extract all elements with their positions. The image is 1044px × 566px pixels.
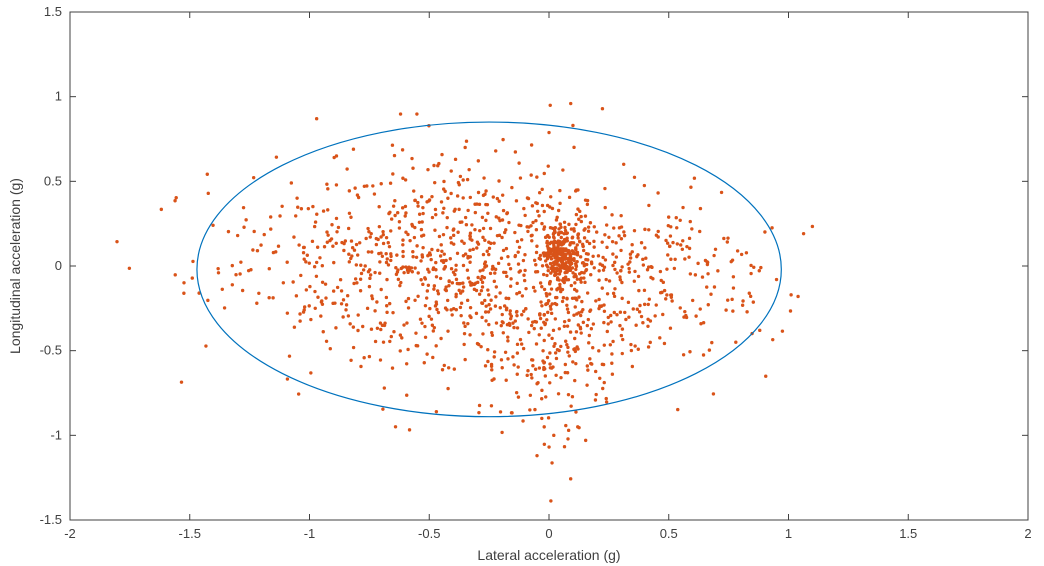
x-tick-label: 2 <box>1024 526 1031 541</box>
x-tick-label: 1.5 <box>899 526 917 541</box>
x-tick-label: -1.5 <box>179 526 201 541</box>
x-tick-label: -2 <box>64 526 76 541</box>
x-tick-label: 0.5 <box>660 526 678 541</box>
y-axis-label: Longitudinal acceleration (g) <box>7 178 23 354</box>
y-tick-label: 1 <box>55 89 62 104</box>
gg-scatter-chart: -2-1.5-1-0.500.511.52-1.5-1-0.500.511.5L… <box>0 0 1044 566</box>
x-axis-label: Lateral acceleration (g) <box>477 547 620 563</box>
x-tick-label: 1 <box>785 526 792 541</box>
y-tick-label: -1 <box>50 427 62 442</box>
y-tick-label: -1.5 <box>40 512 62 527</box>
y-tick-label: -0.5 <box>40 343 62 358</box>
y-tick-label: 0 <box>55 258 62 273</box>
x-tick-label: 0 <box>545 526 552 541</box>
x-tick-label: -0.5 <box>418 526 440 541</box>
y-tick-label: 1.5 <box>44 4 62 19</box>
y-tick-label: 0.5 <box>44 173 62 188</box>
chart-svg: -2-1.5-1-0.500.511.52-1.5-1-0.500.511.5L… <box>0 0 1044 566</box>
x-tick-label: -1 <box>304 526 316 541</box>
